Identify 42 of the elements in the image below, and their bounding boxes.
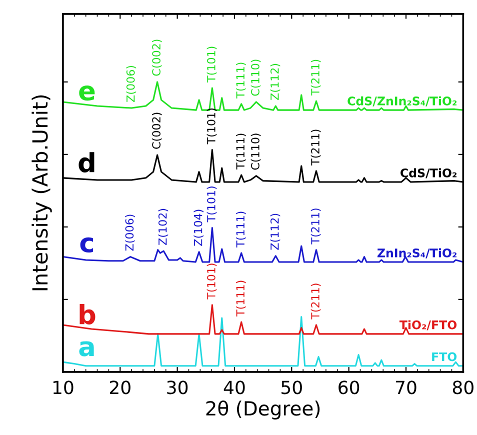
x-tick-label: 70 [396, 380, 416, 394]
annotation: T(101) [206, 186, 217, 222]
x-tick-label: 80 [452, 380, 474, 394]
annotation: T(101) [206, 108, 217, 144]
annotation: C(002) [152, 112, 162, 149]
annotation: T(101) [206, 264, 217, 300]
annotation: Z(006) [125, 214, 135, 251]
annotation: C(002) [152, 40, 162, 76]
series-label: ZnIn₂S₄/TiO₂ [377, 248, 456, 258]
annotation: C(110) [250, 60, 261, 96]
legend-label: CdS/TiO₂ [400, 168, 456, 178]
annotation: Z(112) [270, 214, 280, 250]
series-label: CdS/ZnIn₂S₄/TiO₂ [348, 96, 456, 106]
y-axis-title: Intensity (Arb.Unit) [32, 95, 52, 290]
annotation: Z(112) [270, 64, 280, 100]
series-label: FTO [432, 352, 457, 362]
annotation: T(111) [236, 212, 246, 248]
x-tick-label: 30 [167, 380, 188, 394]
annotation: T(211) [310, 60, 321, 96]
annotation: T(111) [236, 134, 246, 170]
x-tick-label: 20 [110, 380, 130, 394]
annotation: T(211) [310, 208, 321, 244]
x-tick-label: 40 [224, 380, 245, 394]
annotation: c [80, 237, 94, 253]
annotation: Z(102) [158, 208, 168, 245]
annotation: T(101) [206, 46, 217, 83]
annotation: C(110) [250, 134, 261, 170]
series-label: TiO₂/FTO [399, 320, 457, 330]
x-tick-label: 10 [53, 380, 74, 394]
annotation: T(111) [236, 62, 246, 98]
annotation: Z(104) [194, 210, 204, 246]
annotation: Z(006) [126, 66, 136, 102]
annotation: a [79, 341, 94, 356]
x-tick-label: 50 [282, 380, 302, 394]
x-tick-label: 60 [338, 380, 360, 394]
annotation: T(211) [310, 130, 321, 166]
annotation: e [79, 85, 95, 101]
annotation: T(111) [236, 280, 246, 317]
annotation: b [80, 304, 96, 324]
annotation: T(211) [310, 284, 321, 320]
x-axis-title: 2θ (Degree) [206, 400, 320, 420]
annotation: d [78, 152, 94, 173]
